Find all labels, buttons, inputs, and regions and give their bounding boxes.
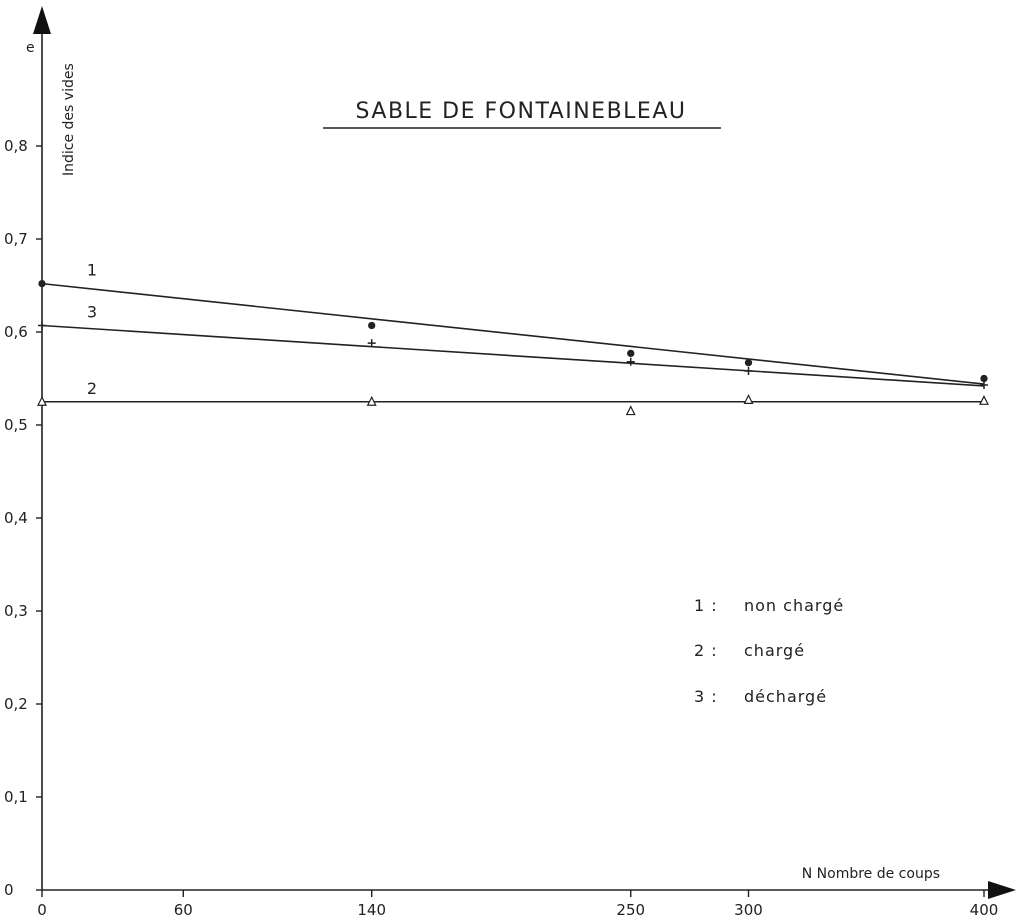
legend-number: 2 : [694, 641, 718, 660]
series-3-point [980, 381, 988, 390]
series-2-point [37, 395, 47, 406]
chart-title: SABLE DE FONTAINEBLEAU [356, 99, 687, 124]
y-tick-label: 0 [4, 881, 14, 899]
x-tick-label: 140 [357, 901, 386, 918]
fit-lines [41, 282, 985, 403]
series-3-point [38, 321, 46, 330]
y-tick-label: 0,7 [4, 230, 28, 248]
legend: 1 : non chargé 2 : chargé 3 : déchargé [694, 596, 844, 706]
y-tick-label: 0,4 [4, 509, 28, 527]
series-1-point [38, 279, 46, 288]
y-tick-label: 0,2 [4, 695, 28, 713]
y-tick-label: 0,1 [4, 788, 28, 806]
y-tick-label: 0,8 [4, 137, 28, 155]
legend-text: déchargé [744, 687, 827, 706]
y-tick-label: 0,6 [4, 323, 28, 341]
series-2-point [366, 395, 377, 406]
series-2-point [625, 405, 636, 416]
y-axis-label: Indice des vides [61, 63, 77, 176]
series-2-point [979, 394, 989, 405]
y-axis-symbol: e [26, 40, 35, 56]
series-labels: 1 2 3 [87, 261, 97, 398]
series-1-point [744, 359, 753, 367]
x-tick-label: 250 [616, 901, 645, 918]
series-3-line [41, 324, 985, 387]
series-2-point [743, 394, 754, 404]
x-axis-label: N Nombre de coups [802, 866, 940, 882]
series-3-point [626, 357, 635, 366]
series-3-point [367, 339, 376, 348]
series-2-label: 2 [87, 379, 97, 398]
x-tick-label: 400 [970, 901, 999, 918]
x-axis-arrow [988, 881, 1016, 899]
legend-text: chargé [744, 641, 805, 660]
series-3-label: 3 [87, 302, 97, 321]
series-1-point [368, 321, 376, 330]
legend-text: non chargé [744, 596, 844, 615]
y-tick-label: 0,5 [4, 416, 28, 434]
x-tick-label: 0 [37, 901, 47, 918]
series-1-point [980, 374, 988, 383]
x-tick-label: 300 [734, 901, 763, 918]
series-3-point [744, 367, 753, 376]
x-tick-label: 60 [174, 901, 193, 918]
y-axis-arrow [33, 6, 51, 34]
series-1-line [41, 282, 985, 385]
series-1-label: 1 [87, 261, 97, 280]
ticks: 0 60 140 250 300 400 0 0,1 0,2 0,3 0,4 0,5 0,6 0,7 0,8 [4, 137, 998, 918]
series-1-point [627, 349, 635, 358]
legend-number: 3 : [694, 687, 718, 706]
legend-number: 1 : [694, 596, 718, 615]
data-points [37, 279, 989, 416]
y-tick-label: 0,3 [4, 602, 28, 620]
